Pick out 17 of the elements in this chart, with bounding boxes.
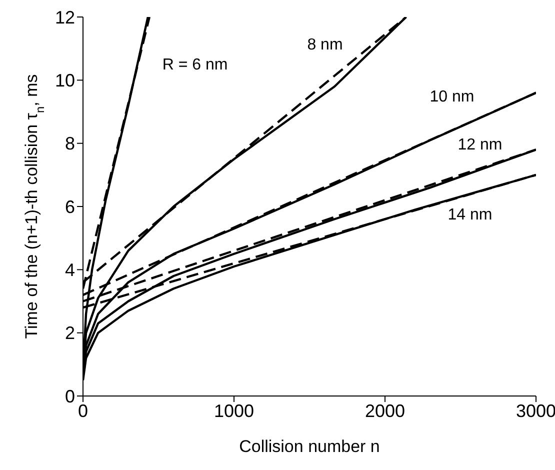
y-tick-label: 4 [64,260,75,280]
annotation: 12 nm [458,136,502,154]
annotation: 8 nm [307,36,343,54]
y-tick-label: 12 [54,7,75,28]
annotation: 14 nm [448,206,492,224]
y-tick-label: 8 [64,134,75,154]
y-tick-label: 2 [64,323,75,344]
x-axis-title: Collision number n [239,437,380,456]
annotation: 10 nm [430,88,474,106]
x-tick-label: 3000 [516,400,555,421]
x-tick-label: 1000 [214,400,254,421]
y-tick-label: 0 [64,386,75,406]
y-tick-label: 10 [54,70,75,91]
y-tick-label: 6 [64,196,75,217]
x-tick-label: 0 [78,400,88,421]
x-tick-label: 2000 [364,400,406,421]
annotation: R = 6 nm [162,56,228,74]
